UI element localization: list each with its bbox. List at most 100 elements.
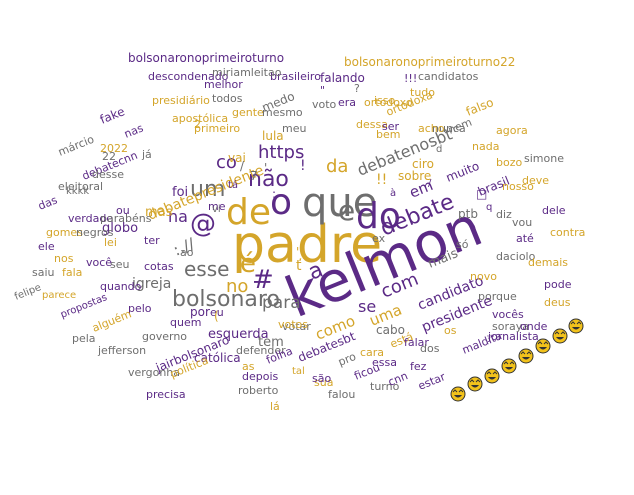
- word-cloud-term: até: [516, 232, 534, 245]
- laughing-emoji-icon: [535, 338, 551, 354]
- word-cloud-term: precisa: [146, 388, 186, 401]
- word-cloud-term: é: [240, 249, 256, 279]
- word-cloud-term: fez: [410, 360, 427, 373]
- word-cloud-term: deve: [522, 174, 549, 187]
- word-cloud-term: ou: [116, 204, 130, 217]
- word-cloud-term: governo: [142, 330, 187, 343]
- word-cloud-term: você: [86, 256, 112, 269]
- word-cloud-term: todos: [212, 92, 243, 105]
- word-cloud-term: essa: [372, 356, 397, 369]
- laughing-emoji-icon: [501, 358, 517, 374]
- word-cloud-term: voto: [312, 98, 337, 111]
- word-cloud-term: ortodoxo: [364, 96, 413, 109]
- word-cloud-term: mesmo: [262, 106, 303, 119]
- word-cloud-term: miriamleitao: [212, 66, 282, 79]
- word-cloud-term: defender: [236, 344, 286, 357]
- word-cloud-term: foi: [172, 185, 188, 200]
- word-cloud-term: falar: [404, 336, 429, 349]
- word-cloud-term: o: [270, 182, 292, 223]
- word-cloud-term: nas: [122, 121, 145, 140]
- word-cloud-term: felipe: [13, 282, 43, 303]
- laughing-emoji-icon: [467, 376, 483, 392]
- word-cloud-term: kkkk: [66, 186, 89, 197]
- laughing-emoji-icon: [450, 386, 466, 402]
- word-cloud-term: das: [36, 193, 59, 212]
- word-cloud-term: /: [240, 159, 245, 173]
- word-cloud-term: no: [226, 276, 248, 297]
- word-cloud-term: e: [338, 194, 355, 227]
- word-cloud-term: bolsonaronoprimeiroturno22: [344, 55, 515, 69]
- word-cloud-term: gente: [232, 106, 264, 119]
- word-cloud-term: falando: [320, 71, 365, 85]
- word-cloud-term: fala: [62, 266, 82, 279]
- word-cloud-term: brasileiro: [270, 70, 321, 83]
- word-cloud-term: ť: [296, 258, 302, 274]
- word-cloud-term: candidatos: [418, 70, 479, 83]
- laughing-emoji-icon: [552, 328, 568, 344]
- word-cloud-term: bem: [376, 128, 400, 141]
- word-cloud-term: jornalista: [487, 330, 539, 343]
- word-cloud-term: :: [272, 187, 276, 201]
- word-cloud-term: vou: [512, 216, 532, 229]
- word-cloud-term: esquerda: [208, 327, 269, 342]
- word-cloud-term: ): [472, 223, 477, 237]
- word-cloud-term: falou: [328, 388, 355, 401]
- word-cloud-term: tem: [258, 335, 284, 350]
- word-cloud-term: ptb: [458, 207, 478, 221]
- word-cloud-term: !!!: [404, 72, 417, 85]
- word-cloud-term: contra: [550, 226, 585, 239]
- word-cloud-term: nosso: [502, 180, 534, 193]
- word-cloud-term: presidiário: [152, 94, 210, 107]
- word-cloud-term: um: [190, 177, 225, 202]
- word-cloud-term: ex: [372, 232, 386, 245]
- word-cloud-term: pode: [544, 278, 572, 291]
- word-cloud-term: cnn: [386, 369, 409, 389]
- word-cloud-term: vai: [228, 151, 246, 165]
- word-cloud-term: de: [226, 192, 271, 233]
- word-cloud-term: meu: [282, 122, 306, 135]
- word-cloud-term: co: [216, 152, 237, 173]
- word-cloud-term: as: [242, 360, 255, 373]
- word-cloud-term: bolsonaro: [172, 287, 280, 312]
- word-cloud-term: agora: [496, 124, 528, 137]
- word-cloud-term: lula: [262, 129, 284, 143]
- word-cloud-term: pela: [72, 332, 96, 345]
- word-cloud-term: q: [486, 202, 492, 213]
- word-cloud-term: ao: [180, 246, 194, 259]
- word-cloud-term: roberto: [238, 384, 279, 397]
- word-cloud-term: bozo: [496, 156, 522, 169]
- word-cloud-term: quando: [100, 280, 142, 293]
- word-cloud-term: márcio: [56, 133, 96, 159]
- word-cloud-term: sobre: [398, 169, 431, 183]
- word-cloud-term: à: [390, 187, 396, 199]
- word-cloud-term: jefferson: [97, 344, 146, 357]
- word-cloud-term: bolsonaronoprimeiroturno: [128, 51, 284, 65]
- word-cloud-term: desse: [92, 168, 124, 181]
- word-cloud-term: padre: [232, 215, 382, 275]
- word-cloud-term: seu: [110, 258, 129, 271]
- word-cloud-term: se: [358, 297, 376, 316]
- word-cloud-term: apostólica: [172, 112, 228, 125]
- word-cloud-term: descondenado: [148, 70, 229, 83]
- word-cloud-term: d: [436, 144, 442, 155]
- word-cloud-term: por: [190, 305, 210, 319]
- word-cloud-term: melhor: [204, 78, 243, 91]
- laughing-emoji-icon: [484, 368, 500, 384]
- word-cloud-term: ele: [38, 240, 55, 253]
- word-cloud-term: quem: [170, 316, 201, 329]
- word-cloud-term: verdade: [68, 212, 113, 225]
- word-cloud-term: novo: [470, 270, 497, 283]
- word-cloud-term: ciro: [412, 157, 434, 171]
- word-cloud-term: fake: [98, 104, 127, 127]
- word-cloud-term: ': [296, 245, 299, 259]
- word-cloud-term: pelo: [128, 302, 152, 315]
- word-cloud-term: depois: [242, 370, 279, 383]
- word-cloud-term: eleitoral: [58, 180, 103, 193]
- word-cloud-term: dessa: [356, 118, 388, 131]
- word-cloud-term: vi: [212, 204, 221, 215]
- word-cloud-term: que: [302, 180, 377, 226]
- word-cloud-term: parece: [42, 290, 76, 301]
- word-cloud-term: já: [141, 148, 152, 161]
- word-cloud-term: mas: [145, 205, 173, 220]
